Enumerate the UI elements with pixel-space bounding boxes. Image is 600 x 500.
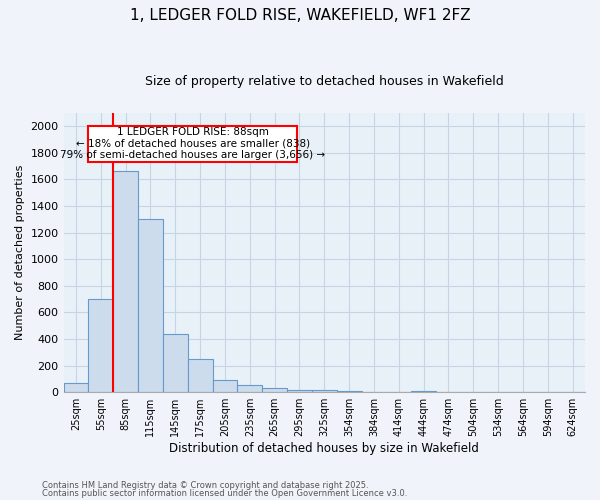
Bar	[312, 390, 337, 392]
Text: Contains HM Land Registry data © Crown copyright and database right 2025.: Contains HM Land Registry data © Crown c…	[42, 481, 368, 490]
Bar	[188, 359, 212, 392]
Text: 79% of semi-detached houses are larger (3,656) →: 79% of semi-detached houses are larger (…	[60, 150, 325, 160]
Text: ← 18% of detached houses are smaller (838): ← 18% of detached houses are smaller (83…	[76, 138, 310, 148]
Bar	[64, 383, 88, 392]
Bar	[238, 385, 262, 392]
Bar	[337, 391, 362, 392]
Bar	[163, 334, 188, 392]
Bar	[411, 391, 436, 392]
Text: Contains public sector information licensed under the Open Government Licence v3: Contains public sector information licen…	[42, 488, 407, 498]
Y-axis label: Number of detached properties: Number of detached properties	[15, 165, 25, 340]
Bar	[88, 126, 297, 162]
Bar	[212, 380, 238, 392]
X-axis label: Distribution of detached houses by size in Wakefield: Distribution of detached houses by size …	[169, 442, 479, 455]
Text: 1 LEDGER FOLD RISE: 88sqm: 1 LEDGER FOLD RISE: 88sqm	[117, 127, 269, 137]
Text: 1, LEDGER FOLD RISE, WAKEFIELD, WF1 2FZ: 1, LEDGER FOLD RISE, WAKEFIELD, WF1 2FZ	[130, 8, 470, 22]
Bar	[88, 299, 113, 392]
Bar	[287, 390, 312, 392]
Bar	[138, 219, 163, 392]
Bar	[113, 172, 138, 392]
Bar	[262, 388, 287, 392]
Title: Size of property relative to detached houses in Wakefield: Size of property relative to detached ho…	[145, 75, 503, 88]
